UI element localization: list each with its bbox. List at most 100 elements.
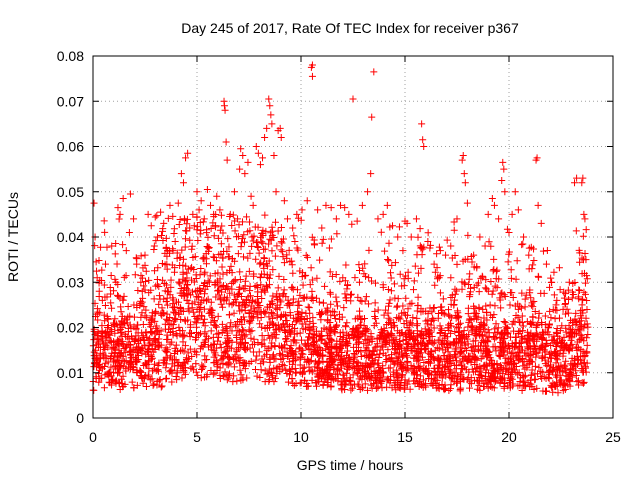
- data-point: [179, 179, 187, 187]
- data-point: [257, 360, 265, 368]
- data-point: [193, 226, 201, 234]
- y-tick-label: 0.05: [57, 184, 84, 200]
- data-point: [268, 297, 276, 305]
- data-point: [480, 382, 488, 390]
- data-point: [233, 346, 241, 354]
- data-point: [141, 251, 149, 259]
- data-point: [342, 323, 350, 331]
- data-point: [552, 328, 560, 336]
- data-point: [507, 274, 515, 282]
- data-point: [426, 304, 434, 312]
- data-point: [224, 253, 232, 261]
- data-point: [103, 371, 111, 379]
- data-point: [102, 339, 110, 347]
- data-point: [165, 288, 173, 296]
- data-point: [217, 211, 225, 219]
- data-point: [383, 334, 391, 342]
- data-point: [223, 323, 231, 331]
- x-tick-label: 0: [89, 429, 97, 445]
- data-point: [379, 373, 387, 381]
- data-point: [534, 272, 542, 280]
- data-point: [544, 374, 552, 382]
- data-point: [279, 351, 287, 359]
- data-point: [176, 253, 184, 261]
- data-point: [505, 250, 513, 258]
- data-point: [162, 244, 170, 252]
- data-point: [292, 353, 300, 361]
- data-point: [181, 276, 189, 284]
- data-point: [122, 357, 130, 365]
- data-point: [500, 351, 508, 359]
- data-point: [539, 354, 547, 362]
- data-point: [456, 319, 464, 327]
- data-point: [140, 282, 148, 290]
- data-point: [373, 379, 381, 387]
- data-point: [140, 336, 148, 344]
- x-tick-label: 25: [605, 429, 621, 445]
- data-point: [254, 339, 262, 347]
- data-point: [295, 302, 303, 310]
- data-point: [210, 232, 218, 240]
- data-point: [395, 314, 403, 322]
- data-point: [174, 347, 182, 355]
- data-point: [228, 285, 236, 293]
- data-point: [447, 274, 455, 282]
- data-point: [517, 346, 525, 354]
- data-point: [540, 373, 548, 381]
- data-point: [178, 362, 186, 370]
- data-point: [387, 356, 395, 364]
- data-point: [429, 340, 437, 348]
- y-tick-label: 0.02: [57, 320, 84, 336]
- data-point: [476, 386, 484, 394]
- data-point: [405, 377, 413, 385]
- data-point: [145, 289, 153, 297]
- data-point: [98, 296, 106, 304]
- data-point: [379, 349, 387, 357]
- data-point: [444, 344, 452, 352]
- data-point: [207, 367, 215, 375]
- data-point: [345, 359, 353, 367]
- data-point: [344, 281, 352, 289]
- data-point: [500, 318, 508, 326]
- data-point: [489, 267, 497, 275]
- data-point: [173, 249, 181, 257]
- data-point: [204, 295, 212, 303]
- data-point: [533, 322, 541, 330]
- data-point: [212, 293, 220, 301]
- data-point: [491, 367, 499, 375]
- data-point: [264, 370, 272, 378]
- data-point: [352, 340, 360, 348]
- data-point: [115, 379, 123, 387]
- data-point: [484, 210, 492, 218]
- data-point: [167, 276, 175, 284]
- data-point: [489, 373, 496, 381]
- data-point: [551, 352, 559, 360]
- data-point: [435, 243, 443, 251]
- data-point: [355, 261, 363, 269]
- data-point: [181, 243, 189, 251]
- data-point: [420, 143, 428, 150]
- data-point: [234, 318, 242, 326]
- data-point: [463, 356, 471, 364]
- data-point: [148, 309, 156, 317]
- data-point: [270, 234, 278, 242]
- data-point: [265, 365, 273, 373]
- data-point: [212, 358, 220, 366]
- data-point: [322, 201, 330, 209]
- data-point: [391, 280, 399, 288]
- data-point: [327, 235, 335, 243]
- data-point: [383, 321, 391, 329]
- data-point: [561, 310, 569, 318]
- data-point: [226, 210, 234, 218]
- data-point: [345, 353, 353, 361]
- data-point: [341, 290, 349, 298]
- data-point: [312, 382, 320, 390]
- data-point: [360, 314, 368, 322]
- data-point: [100, 311, 108, 319]
- data-point: [431, 376, 439, 384]
- data-point: [446, 359, 454, 367]
- data-point: [308, 72, 316, 80]
- data-point: [186, 345, 194, 353]
- data-point: [363, 325, 371, 333]
- data-point: [256, 374, 264, 382]
